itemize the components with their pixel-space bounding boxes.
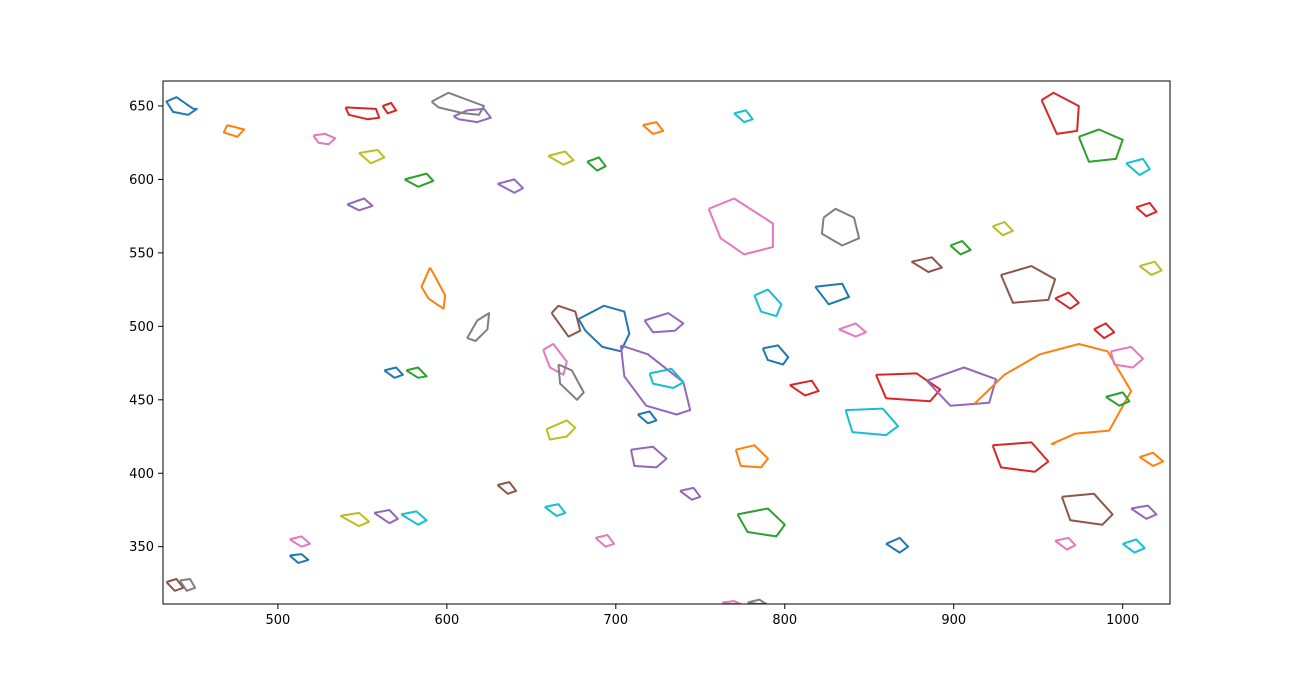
series-line-14 <box>550 304 582 338</box>
series-layer <box>165 91 1165 604</box>
y-tick-label-5: 600 <box>129 173 154 188</box>
series-line-10 <box>466 312 491 342</box>
series-line-20 <box>643 312 685 334</box>
plot-frame <box>162 80 1171 605</box>
x-tick-label-0: 500 <box>265 613 290 628</box>
series-line-4 <box>312 132 337 146</box>
y-tick-label-0: 350 <box>129 540 154 555</box>
series-line-62 <box>1054 536 1077 551</box>
series-line-57 <box>1093 322 1116 340</box>
series-line-73 <box>594 534 616 548</box>
x-tick-label-3: 800 <box>772 613 797 628</box>
series-line-17 <box>820 207 861 247</box>
series-line-46 <box>289 553 310 564</box>
series-line-59 <box>1139 451 1165 467</box>
series-line-25 <box>910 256 943 273</box>
series-line-37 <box>630 445 668 469</box>
x-tick-label-1: 600 <box>434 613 459 628</box>
series-line-51 <box>586 156 607 172</box>
series-line-72 <box>544 503 567 517</box>
series-line-35 <box>734 444 769 469</box>
series-line-69 <box>733 109 754 124</box>
y-tick-label-6: 650 <box>129 99 154 114</box>
series-line-43 <box>373 509 399 525</box>
series-line-58 <box>1105 391 1131 407</box>
series-line-18 <box>814 282 850 306</box>
series-line-33 <box>1040 91 1080 135</box>
series-line-38 <box>545 419 577 441</box>
series-line-45 <box>289 535 311 548</box>
series-line-15 <box>557 363 585 401</box>
series-line-8 <box>346 197 374 212</box>
series-line-70 <box>637 410 658 425</box>
series-line-29 <box>973 343 1133 445</box>
series-line-6 <box>358 149 386 165</box>
series-line-68 <box>642 121 665 135</box>
series-line-63 <box>991 221 1014 237</box>
series-line-39 <box>885 536 910 554</box>
x-axis: 500 600 700 800 900 1000 <box>265 604 1139 628</box>
series-line-52 <box>547 150 575 166</box>
plot-area-background <box>163 81 1170 604</box>
x-tick-label-2: 700 <box>603 613 628 628</box>
series-line-9 <box>420 267 447 310</box>
series-line-16 <box>707 197 774 256</box>
series-line-44 <box>400 510 428 526</box>
series-line-3 <box>344 106 381 121</box>
series-line-32 <box>1060 492 1114 526</box>
series-line-5 <box>222 124 246 138</box>
x-tick-label-4: 900 <box>941 613 966 628</box>
series-line-49 <box>383 366 404 379</box>
series-line-54 <box>1125 157 1151 176</box>
series-line-74 <box>679 486 702 501</box>
x-tick-label-5: 1000 <box>1106 613 1139 628</box>
series-line-28 <box>925 366 997 407</box>
series-line-24 <box>838 322 867 338</box>
y-axis: 350 400 450 500 550 600 650 <box>129 99 163 555</box>
series-line-26 <box>1000 265 1057 304</box>
series-line-30 <box>844 407 899 437</box>
y-tick-label-3: 500 <box>129 320 154 335</box>
y-tick-label-2: 450 <box>129 393 154 408</box>
series-line-22 <box>761 344 790 366</box>
series-line-64 <box>949 240 972 256</box>
series-line-23 <box>789 379 820 397</box>
series-line-11 <box>577 304 631 353</box>
series-line-47 <box>165 578 185 592</box>
series-line-31 <box>991 441 1050 473</box>
series-line-21 <box>648 367 685 389</box>
series-line-61 <box>1122 538 1146 554</box>
series-line-56 <box>1139 260 1163 276</box>
series-line-41 <box>1109 345 1144 369</box>
series-line-60 <box>1130 504 1158 520</box>
series-line-36 <box>736 507 786 538</box>
series-line-53 <box>497 178 524 194</box>
series-line-67 <box>381 102 398 115</box>
series-line-0 <box>165 96 198 116</box>
y-tick-label-1: 400 <box>129 467 154 482</box>
series-line-27 <box>875 372 942 403</box>
series-line-55 <box>1135 201 1158 218</box>
series-line-48 <box>179 578 197 592</box>
series-line-12 <box>619 344 692 416</box>
series-line-71 <box>496 481 518 495</box>
series-line-34 <box>1077 128 1124 163</box>
series-line-7 <box>404 172 435 188</box>
series-line-2 <box>430 91 485 116</box>
series-line-40 <box>1054 291 1080 310</box>
series-line-1 <box>453 107 492 124</box>
y-tick-label-4: 550 <box>129 246 154 261</box>
series-line-50 <box>405 366 428 379</box>
series-line-42 <box>339 511 371 528</box>
series-line-19 <box>753 288 783 318</box>
